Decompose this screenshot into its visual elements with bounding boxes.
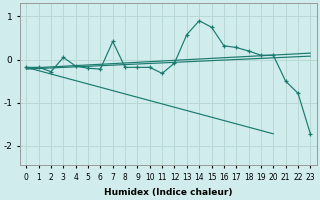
X-axis label: Humidex (Indice chaleur): Humidex (Indice chaleur) [104, 188, 233, 197]
